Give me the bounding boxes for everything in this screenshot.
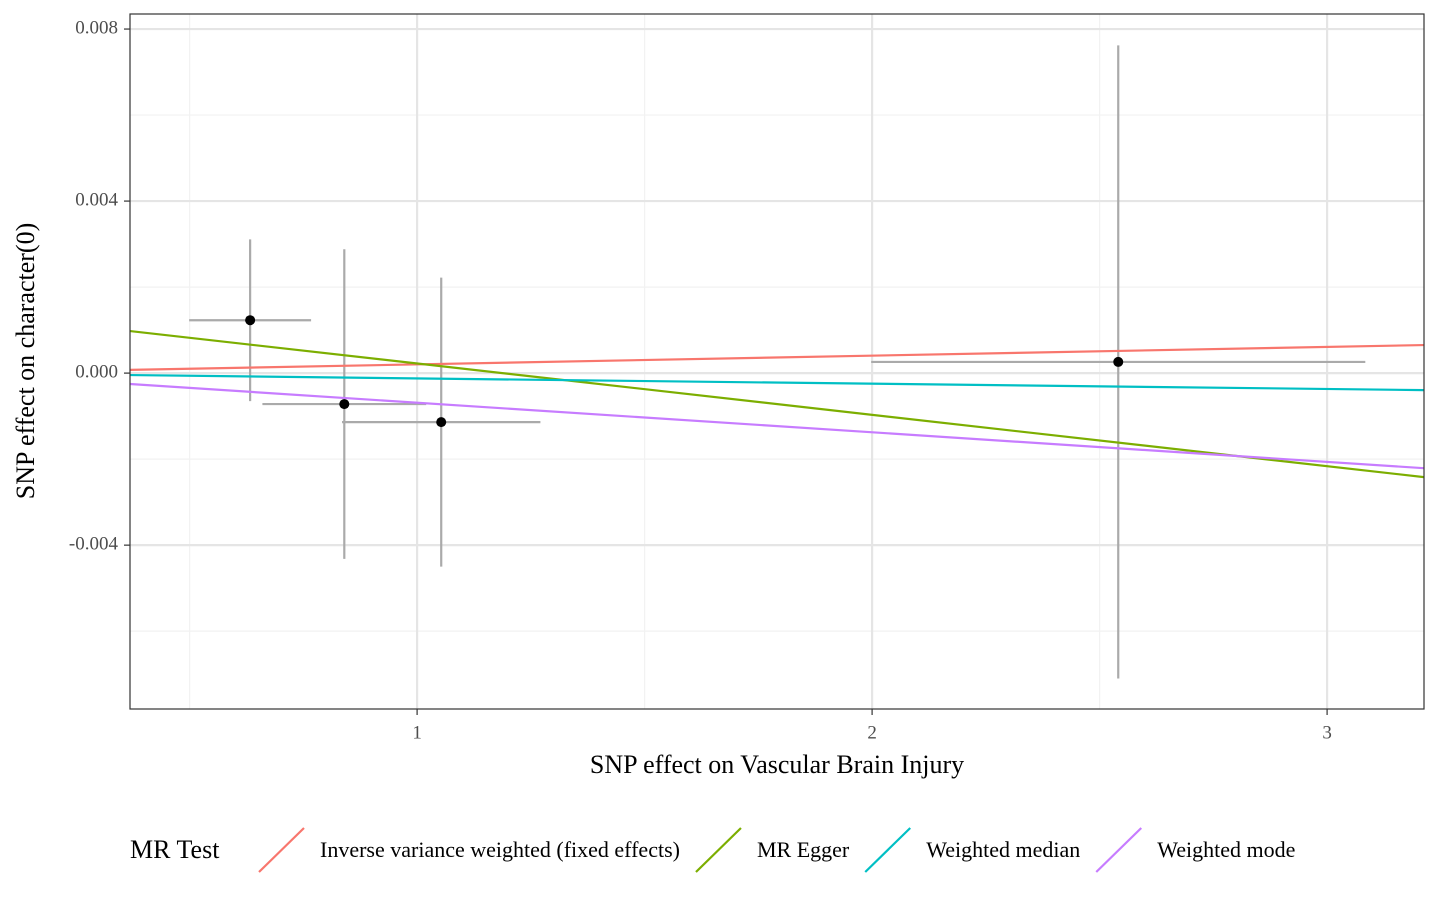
point [339, 399, 350, 410]
y-tick-label: 0.008 [75, 17, 118, 38]
y-tick-label: -0.004 [69, 534, 119, 555]
x-tick-label: 3 [1322, 722, 1332, 743]
point [245, 315, 256, 326]
legend-label: Weighted median [926, 837, 1080, 862]
panel-border [129, 13, 1425, 710]
regression-line [130, 382, 1424, 470]
legend-title: MR Test [130, 835, 220, 864]
legend-label: Inverse variance weighted (fixed effects… [320, 837, 680, 862]
x-axis-title: SNP effect on Vascular Brain Injury [590, 750, 964, 779]
regression-line [130, 329, 1424, 479]
axes: 1 2 3 -0.004 0.000 0.004 0.008 [69, 17, 1332, 743]
regression-line [130, 343, 1424, 371]
point [436, 417, 447, 428]
plot-area [130, 45, 1424, 679]
y-tick-label: 0.004 [75, 189, 118, 210]
y-tick-label: 0.000 [75, 361, 118, 382]
point [1113, 356, 1124, 367]
legend-label: MR Egger [757, 837, 850, 862]
regression-line [130, 373, 1424, 392]
legend-key [258, 827, 305, 873]
legend-key [695, 827, 742, 873]
y-axis-title: SNP effect on character(0) [11, 223, 40, 499]
legend-key [864, 827, 912, 873]
legend-key [1095, 827, 1143, 873]
legend: MR Test Inverse variance weighted (fixed … [130, 827, 1295, 873]
x-tick-label: 1 [412, 722, 422, 743]
x-tick-label: 2 [867, 722, 877, 743]
legend-label: Weighted mode [1157, 837, 1295, 862]
